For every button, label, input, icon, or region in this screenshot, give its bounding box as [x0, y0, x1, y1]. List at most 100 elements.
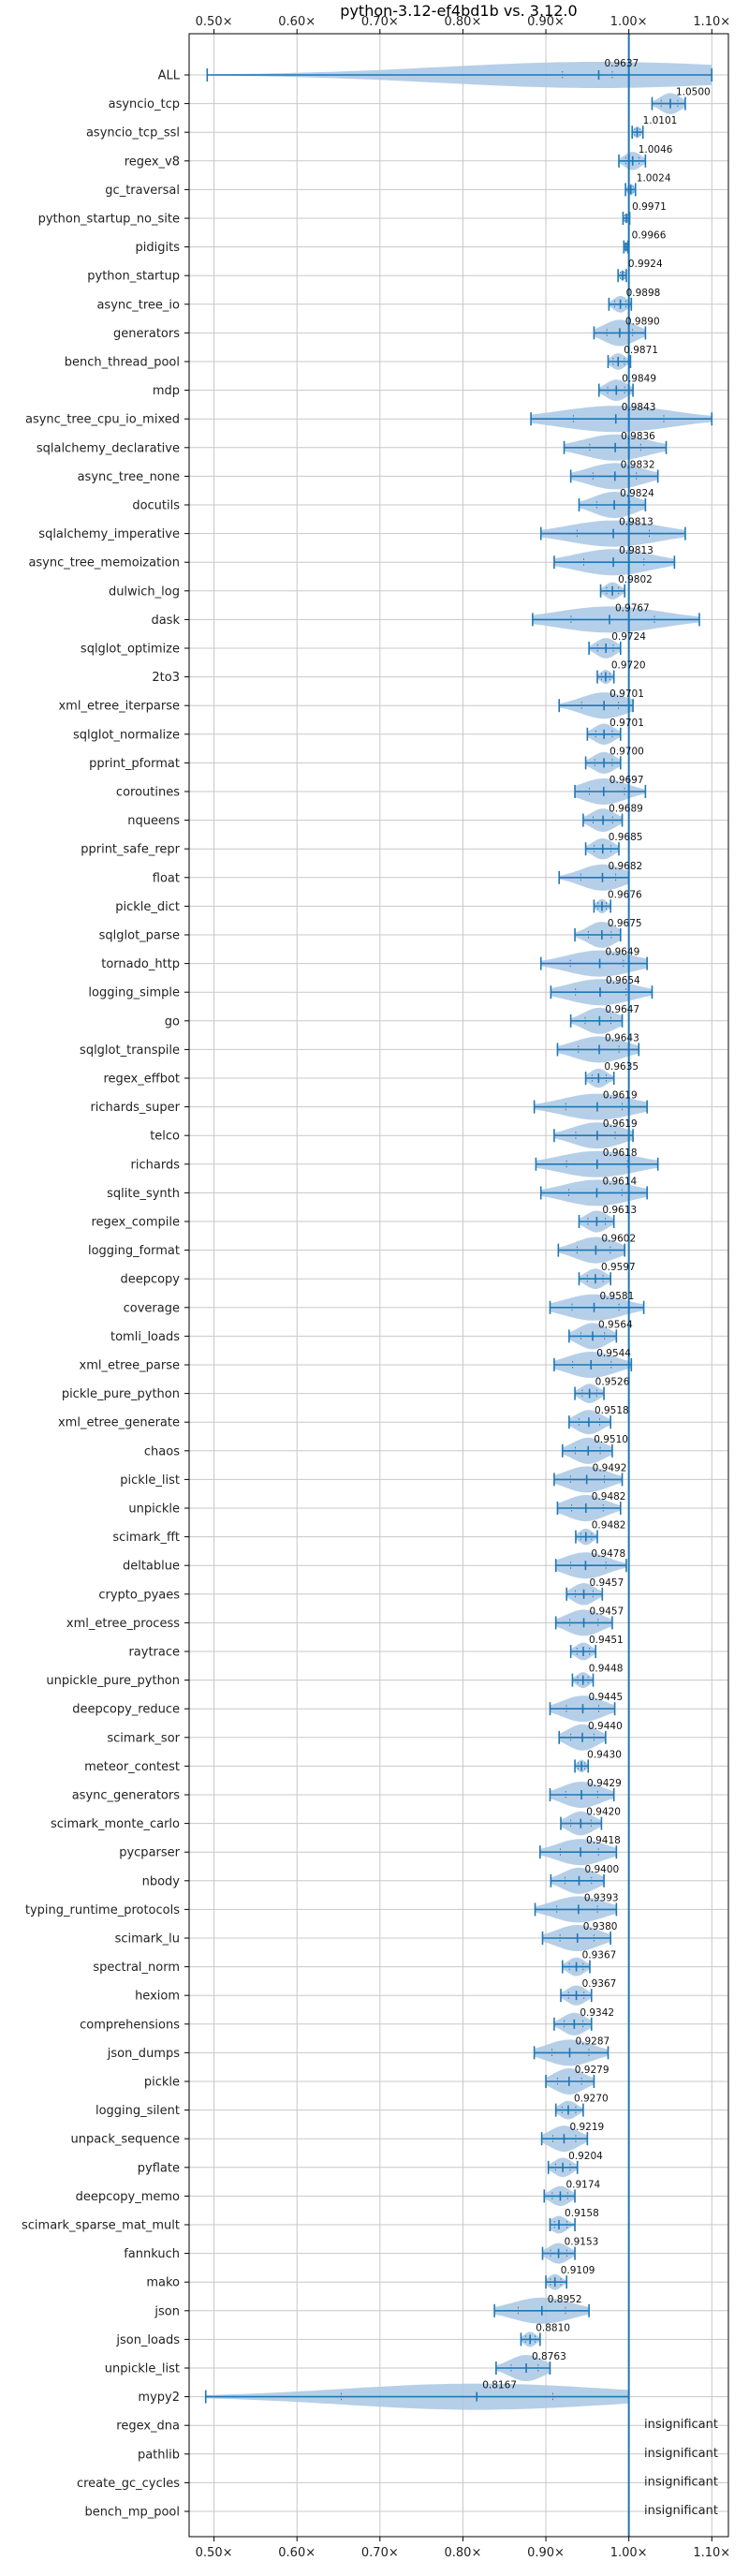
median-value-label: 0.9618	[603, 1147, 638, 1159]
median-value-label: 0.9890	[625, 316, 660, 327]
median-value-label: 0.9700	[609, 746, 644, 757]
benchmark-label: async_tree_memoization	[28, 556, 180, 570]
median-value-label: 0.9649	[606, 947, 640, 958]
median-value-label: 0.9219	[569, 2122, 604, 2133]
median-value-label: 0.9849	[622, 374, 656, 385]
benchmark-label: xml_etree_process	[66, 1617, 180, 1631]
benchmark-label: pickle_pure_python	[62, 1387, 180, 1401]
x-tick-label-top: 0.80×	[445, 15, 482, 29]
benchmark-label: gc_traversal	[105, 184, 180, 198]
x-tick-label-bottom: 0.90×	[527, 2546, 565, 2560]
benchmark-label: xml_etree_parse	[80, 1359, 180, 1373]
median-value-label: 0.9597	[601, 1262, 636, 1273]
benchmark-label: python_startup	[87, 270, 180, 284]
median-value-label: 0.9445	[588, 1692, 623, 1703]
median-value-label: 0.9174	[565, 2179, 600, 2190]
median-value-label: 0.9971	[632, 201, 667, 213]
median-value-label: 0.9924	[628, 259, 663, 270]
median-value-label: 0.9637	[604, 58, 639, 69]
median-value-label: 0.9457	[590, 1606, 624, 1617]
median-value-label: 0.9720	[611, 660, 646, 672]
median-value-label: 1.0024	[637, 172, 671, 184]
benchmark-label: float	[153, 871, 180, 885]
median-value-label: 0.9813	[619, 517, 654, 528]
x-tick-label-top: 0.90×	[527, 15, 565, 29]
benchmark-label: sqlglot_parse	[99, 929, 180, 943]
median-value-label: 0.9158	[565, 2208, 599, 2219]
median-value-label: 0.9482	[592, 1520, 626, 1532]
benchmark-label: async_tree_none	[78, 470, 180, 484]
median-value-label: 0.9871	[624, 345, 658, 356]
benchmark-label: python_startup_no_site	[38, 213, 180, 227]
benchmark-label: raytrace	[128, 1646, 180, 1660]
median-value-label: 0.9429	[587, 1778, 622, 1789]
median-value-label: 0.9802	[618, 574, 653, 585]
median-value-label: 0.9581	[600, 1291, 635, 1302]
median-value-label: 0.9440	[588, 1721, 623, 1732]
benchmark-label: nqueens	[127, 814, 180, 828]
median-value-label: 0.9843	[622, 402, 656, 413]
benchmark-label: xml_etree_iterparse	[58, 700, 180, 714]
benchmark-label: scimark_sparse_mat_mult	[22, 2219, 180, 2233]
median-value-label: 0.8810	[536, 2322, 570, 2333]
benchmark-label: crypto_pyaes	[98, 1588, 180, 1602]
median-value-label: 0.9813	[619, 545, 654, 556]
benchmark-label: coroutines	[116, 786, 180, 800]
insignificant-label: insignificant	[644, 2475, 718, 2489]
benchmark-label: richards_super	[90, 1101, 180, 1115]
benchmark-label: deepcopy_memo	[76, 2190, 180, 2204]
benchmark-label: asyncio_tcp	[109, 97, 180, 111]
benchmark-label: async_generators	[72, 1789, 181, 1803]
x-tick-label-bottom: 0.70×	[361, 2546, 399, 2560]
median-value-label: 0.9701	[609, 718, 644, 729]
benchmark-label: regex_compile	[91, 1216, 180, 1230]
x-tick-label-bottom: 1.10×	[693, 2546, 730, 2560]
benchmark-label: asyncio_tcp_ssl	[86, 126, 180, 141]
benchmark-label: scimark_monte_carlo	[51, 1817, 180, 1831]
benchmark-label: tornado_http	[101, 957, 180, 971]
median-value-label: 0.9619	[603, 1090, 638, 1102]
median-value-label: 0.9109	[561, 2265, 595, 2276]
x-tick-label-bottom: 0.80×	[445, 2546, 482, 2560]
median-value-label: 0.9451	[589, 1635, 624, 1646]
benchmark-label: ALL	[158, 69, 181, 83]
median-value-label: 0.9492	[593, 1462, 627, 1473]
median-value-label: 0.9614	[602, 1176, 637, 1187]
insignificant-label: insignificant	[644, 2418, 718, 2432]
median-value-label: 0.9898	[626, 288, 661, 299]
benchmark-label: hexiom	[135, 1990, 180, 2004]
median-value-label: 0.9518	[595, 1405, 629, 1416]
benchmark-label: pyflate	[138, 2161, 180, 2175]
benchmark-label: 2to3	[152, 671, 180, 685]
median-value-label: 0.9675	[608, 918, 642, 929]
benchmark-label: bench_mp_pool	[84, 2506, 180, 2520]
benchmark-label: json_loads	[115, 2333, 180, 2347]
median-value-label: 0.9635	[604, 1061, 639, 1073]
median-value-label: 0.9342	[580, 2007, 614, 2019]
plot-frame	[188, 33, 729, 2538]
median-value-label: 0.8952	[548, 2294, 582, 2305]
benchmark-label: json	[154, 2304, 180, 2318]
x-tick-label-bottom: 1.00×	[610, 2546, 648, 2560]
median-value-label: 0.9682	[608, 861, 642, 872]
x-tick-label-bottom: 0.50×	[196, 2546, 233, 2560]
x-tick-label-top: 1.10×	[693, 15, 730, 29]
median-value-label: 0.9393	[584, 1892, 619, 1903]
benchmark-label: sqlalchemy_imperative	[38, 527, 180, 541]
benchmark-label: chaos	[144, 1444, 180, 1458]
x-tick-label-bottom: 0.60×	[278, 2546, 316, 2560]
benchmark-label: sqlglot_transpile	[80, 1044, 180, 1058]
median-value-label: 0.9836	[621, 431, 655, 442]
benchmark-label: deltablue	[123, 1560, 180, 1574]
benchmark-label: unpickle	[128, 1503, 180, 1517]
insignificant-label: insignificant	[644, 2447, 718, 2461]
x-tick-label-top: 0.50×	[196, 15, 233, 29]
median-value-label: 0.9643	[605, 1032, 639, 1044]
benchmark-label: sqlglot_normalize	[73, 728, 180, 742]
median-value-label: 0.9400	[584, 1864, 619, 1875]
median-value-label: 0.9287	[575, 2036, 609, 2047]
median-value-label: 0.9418	[586, 1835, 621, 1846]
benchmark-label: nbody	[142, 1874, 181, 1888]
median-value-label: 0.9654	[606, 975, 640, 986]
benchmark-label: pickle_dict	[115, 900, 180, 914]
